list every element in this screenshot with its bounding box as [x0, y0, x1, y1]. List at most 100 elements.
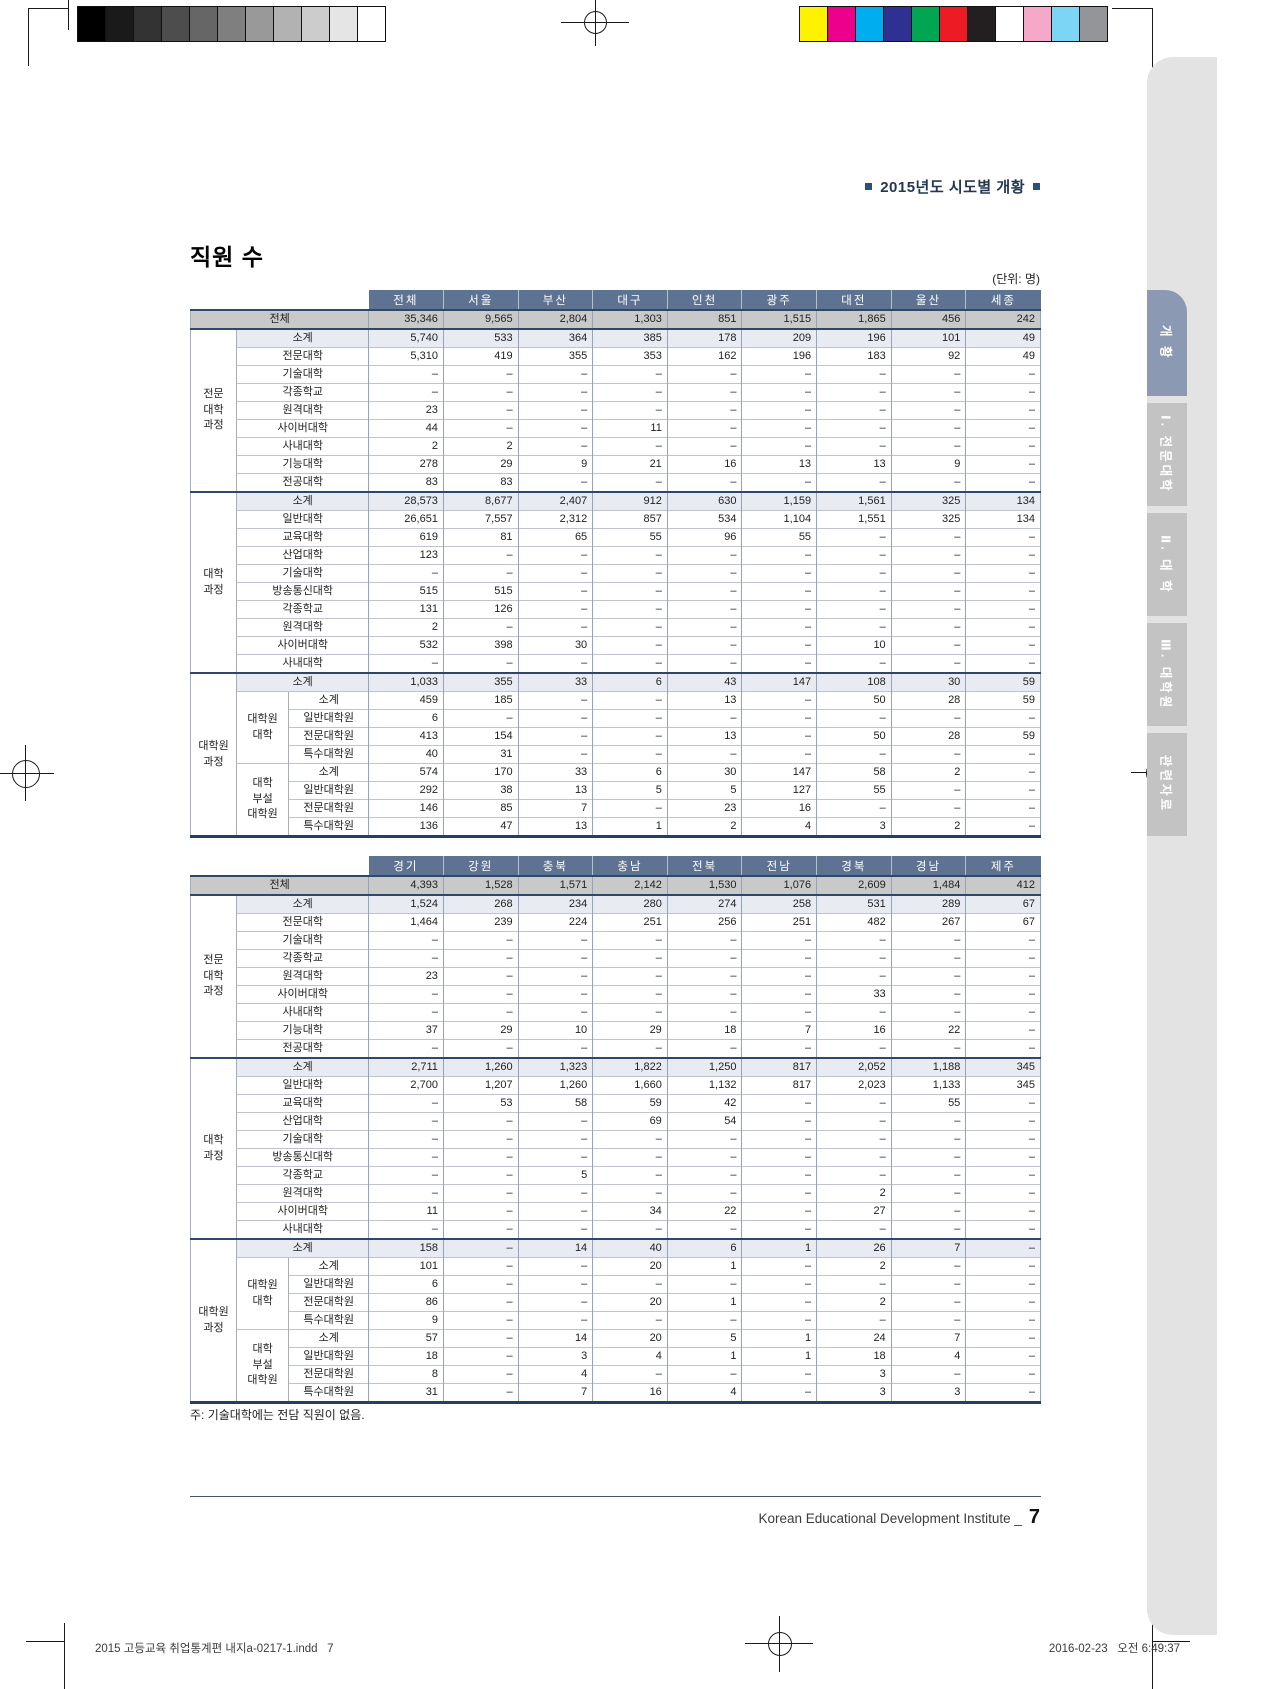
table-cell: 4,393 — [368, 875, 444, 895]
table-cell: 412 — [965, 875, 1041, 895]
table-cell: – — [442, 1238, 519, 1258]
table-cell: – — [592, 600, 668, 619]
table-cell: 147 — [741, 763, 817, 782]
table-cell: 6 — [368, 709, 444, 728]
table-cell: – — [816, 799, 892, 818]
table-cell: – — [592, 1130, 668, 1149]
table-cell: – — [517, 745, 593, 764]
table-cell: – — [517, 365, 593, 384]
table-cell: 1 — [741, 1329, 817, 1348]
table-cell: – — [741, 1383, 817, 1403]
table-cell: – — [592, 546, 668, 565]
calibration-swatch — [827, 6, 856, 42]
calibration-swatch — [357, 6, 386, 42]
table-cell: – — [592, 1365, 668, 1384]
table-cell: – — [741, 600, 817, 619]
table-cell: 1 — [741, 1238, 817, 1258]
table-cell: – — [741, 618, 817, 637]
table-cell: 29 — [592, 1021, 668, 1040]
table-cell: – — [442, 365, 519, 384]
table-cell: – — [442, 931, 519, 950]
table-cell: – — [368, 1148, 444, 1167]
table-cell: – — [965, 437, 1041, 456]
crop-mark — [28, 8, 68, 9]
table-cell: 2,711 — [368, 1057, 444, 1077]
table-cell: 26,651 — [368, 510, 444, 529]
table-cell: 234 — [517, 894, 593, 914]
table-cell: – — [965, 709, 1041, 728]
table-cell: 27 — [816, 1202, 892, 1221]
table-cell: 912 — [592, 491, 668, 511]
table-cell: 5 — [666, 781, 742, 800]
table-cell: – — [517, 985, 593, 1004]
table-cell: – — [442, 1383, 519, 1403]
table-cell: – — [965, 401, 1041, 420]
table-cell: 10 — [816, 636, 892, 655]
table-cell: – — [965, 636, 1041, 655]
unit-label: (단위: 명) — [992, 272, 1040, 286]
table-cell: – — [741, 709, 817, 728]
table-cell: – — [890, 745, 966, 764]
table-cell: 49 — [965, 328, 1041, 348]
table-cell: 2,609 — [816, 875, 892, 895]
stub-blank — [190, 290, 369, 310]
row-label: 특수대학원 — [288, 1383, 369, 1403]
table-cell: – — [517, 1112, 593, 1131]
table-cell: – — [666, 1148, 742, 1167]
calibration-swatch — [1051, 6, 1080, 42]
table-cell: 13 — [517, 817, 593, 837]
table-cell: – — [816, 419, 892, 438]
group-label: 대학 과정 — [189, 1057, 237, 1239]
table-cell: – — [517, 709, 593, 728]
table-cell: – — [666, 419, 742, 438]
table-cell: – — [741, 1094, 817, 1113]
table-cell: – — [517, 931, 593, 950]
column-header: 부산 — [517, 290, 593, 310]
table-cell: 2 — [816, 1184, 892, 1203]
table-cell: 29 — [442, 1021, 519, 1040]
table-cell: – — [965, 455, 1041, 474]
table-cell: – — [890, 1112, 966, 1131]
table-cell: – — [517, 1293, 593, 1312]
column-header: 제주 — [965, 856, 1041, 876]
table-cell: – — [592, 437, 668, 456]
row-label: 각종학교 — [236, 600, 369, 619]
table-cell: 183 — [816, 347, 892, 366]
table-cell: – — [666, 383, 742, 402]
table-cell: – — [965, 1112, 1041, 1131]
table-cell: 30 — [666, 763, 742, 782]
column-header: 서울 — [442, 290, 519, 310]
table-cell: 278 — [368, 455, 444, 474]
table-cell: – — [741, 365, 817, 384]
table-cell: – — [741, 745, 817, 764]
table-cell: – — [666, 1003, 742, 1022]
table-cell: 22 — [666, 1202, 742, 1221]
table-cell: 67 — [965, 894, 1041, 914]
table-cell: 59 — [592, 1094, 668, 1113]
row-label: 각종학교 — [236, 383, 369, 402]
table-cell: – — [442, 967, 519, 986]
table-cell: 55 — [890, 1094, 966, 1113]
calibration-swatch — [329, 6, 358, 42]
table-cell: 1,260 — [442, 1057, 519, 1077]
table-cell: – — [368, 1003, 444, 1022]
column-header: 대구 — [592, 290, 668, 310]
table-cell: – — [442, 1365, 519, 1384]
table-cell: – — [517, 1220, 593, 1239]
row-label: 소계 — [236, 894, 369, 914]
table-cell: 268 — [442, 894, 519, 914]
table-cell: – — [666, 1130, 742, 1149]
table-cell: – — [741, 1003, 817, 1022]
table-cell: – — [368, 1039, 444, 1058]
row-label: 소계 — [288, 1257, 369, 1276]
table-cell: – — [816, 654, 892, 673]
stub-blank — [190, 856, 369, 876]
column-header: 전체 — [368, 290, 444, 310]
table-cell: – — [890, 1166, 966, 1185]
table-cell: – — [965, 618, 1041, 637]
table-cell: – — [741, 1112, 817, 1131]
table-cell: 325 — [890, 491, 966, 511]
table-cell: – — [517, 1202, 593, 1221]
table-cell: – — [517, 949, 593, 968]
table-cell: – — [442, 383, 519, 402]
